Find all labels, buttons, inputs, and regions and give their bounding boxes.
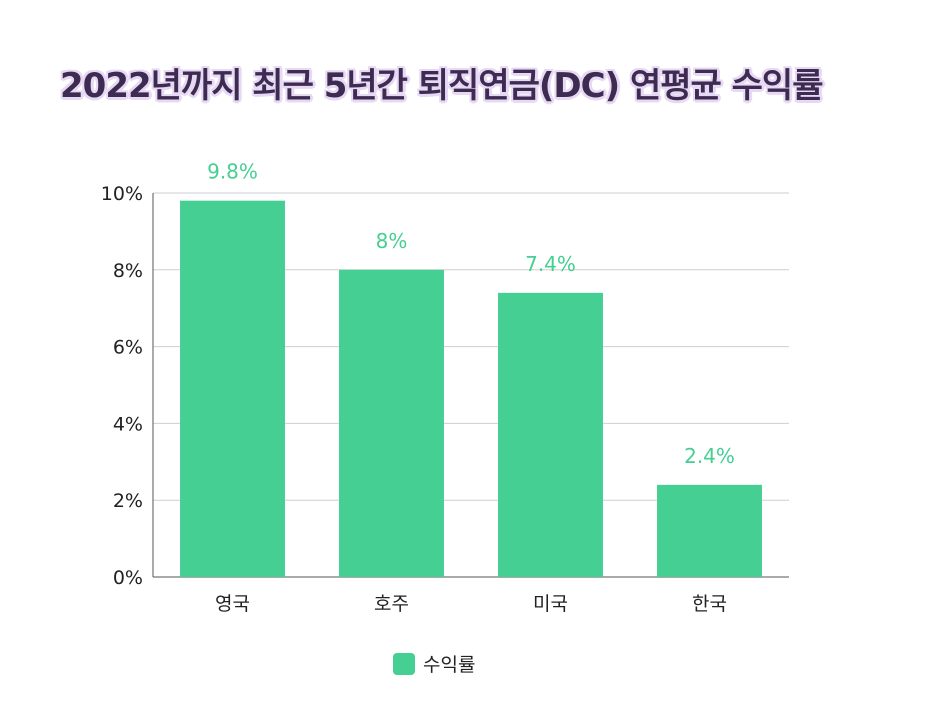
data-label: 7.4%	[525, 252, 576, 276]
data-label: 8%	[376, 229, 408, 253]
y-tick-label: 0%	[113, 567, 143, 589]
y-tick-label: 4%	[113, 413, 143, 435]
x-tick-label: 영국	[215, 593, 250, 615]
data-label: 2.4%	[684, 444, 735, 468]
data-label: 9.8%	[207, 160, 258, 184]
legend-label: 수익률	[423, 654, 476, 676]
legend: 수익률	[393, 650, 475, 677]
x-tick-label: 미국	[533, 593, 568, 615]
y-tick-label: 6%	[113, 337, 143, 359]
bar	[498, 292, 603, 577]
x-tick-label: 호주	[374, 593, 409, 615]
y-tick-label: 10%	[101, 183, 143, 205]
chart-title: 2022년까지 최근 5년간 퇴직연금(DC) 연평균 수익률	[60, 66, 823, 106]
bars	[180, 200, 762, 577]
bar	[180, 200, 285, 577]
y-tick-label: 2%	[113, 490, 143, 512]
bar	[339, 269, 444, 577]
bar	[657, 484, 762, 577]
y-tick-label: 8%	[113, 260, 143, 282]
legend-swatch	[393, 652, 415, 675]
x-tick-label: 한국	[692, 593, 727, 615]
labels: 0% 2% 4% 6% 8% 10% 9.8% 영국 8% 호주 7.4% 미국 2.4% 한국	[101, 160, 735, 615]
